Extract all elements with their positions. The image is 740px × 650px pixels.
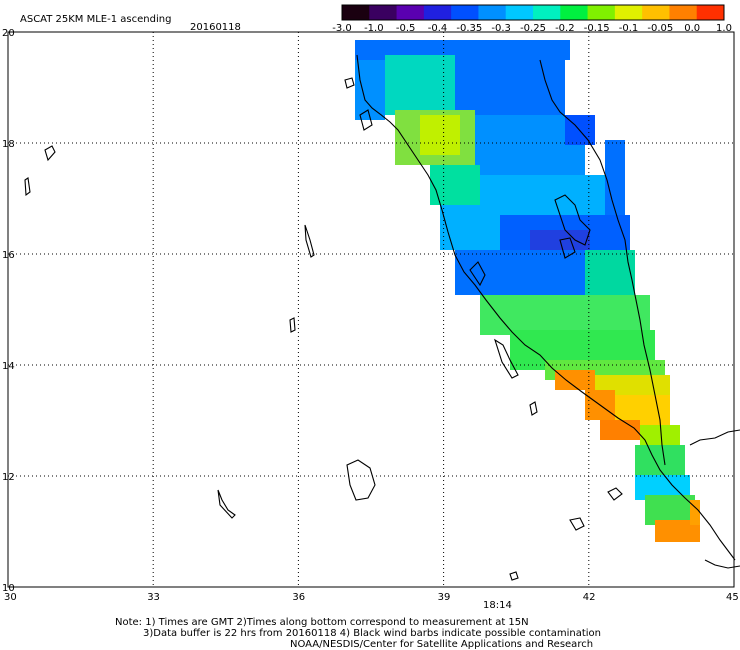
colorbar-swatch [669, 5, 698, 20]
arabian-south-coast [689, 429, 740, 446]
arabian-coastline [539, 59, 666, 466]
y-tick-label: 18 [2, 139, 15, 150]
swath-cell [555, 370, 595, 390]
colorbar-swatch [369, 5, 398, 20]
colorbar-tick-label: -0.5 [396, 23, 416, 34]
colorbar-frame [341, 4, 725, 21]
eastern-african-coastline [356, 54, 736, 561]
coastlines [24, 54, 740, 581]
swath-cell [655, 520, 700, 542]
island-outline [359, 109, 373, 131]
island-outline [494, 338, 519, 379]
island-outline [529, 401, 538, 416]
x-tick-label: 45 [726, 592, 739, 603]
swath-cell [480, 175, 605, 215]
swath-cell [355, 60, 385, 120]
colorbar-swatch [478, 5, 507, 20]
colorbar-swatch [560, 5, 589, 20]
colorbar-swatch [451, 5, 479, 20]
swath-cell [430, 165, 480, 205]
y-tick-label: 12 [2, 472, 15, 483]
x-tick-label: 39 [438, 592, 451, 603]
swath-cell [585, 250, 635, 295]
swath-cell [420, 115, 460, 155]
x-tick-label: 42 [583, 592, 596, 603]
colorbar-tick-label: -0.25 [520, 23, 546, 34]
swath-cell [640, 425, 680, 445]
y-tick-labels: 20 18 16 14 12 10 [2, 28, 15, 594]
colorbar-tick-label: -0.3 [491, 23, 511, 34]
y-tick-label: 10 [2, 583, 15, 594]
y-tick-label: 16 [2, 250, 15, 261]
island-outline [559, 237, 576, 259]
map-title: ASCAT 25KM MLE-1 ascending [20, 14, 171, 25]
lake-outline [44, 145, 56, 162]
swath-cell [440, 205, 500, 250]
note-line-2: 3)Data buffer is 22 hrs from 20160118 4)… [143, 628, 601, 639]
colorbar-swatch [396, 5, 425, 20]
colorbar-swatch [533, 5, 561, 20]
x-tick-labels: 30 33 36 39 42 45 [4, 592, 739, 603]
colorbar-tick-label: -0.35 [456, 23, 482, 34]
island-outline [344, 77, 355, 89]
note-line-1: Note: 1) Times are GMT 2)Times along bot… [115, 617, 529, 628]
colorbar-swatch [505, 5, 534, 20]
swath-cell [600, 420, 640, 440]
ascat-swath [355, 40, 700, 542]
somali-coast [704, 559, 740, 569]
farasan-islands [554, 194, 591, 246]
colorbar-tick-label: -0.4 [428, 23, 448, 34]
lake-outline [304, 224, 315, 258]
map-date: 20160118 [190, 22, 241, 33]
colorbar-tick-label: -0.15 [584, 23, 610, 34]
pass-time-label: 18:14 [483, 600, 512, 611]
colorbar-tick-label: -0.05 [647, 23, 673, 34]
swath-cell [605, 140, 625, 220]
gridlines [8, 32, 734, 587]
colorbar-swatch [342, 5, 370, 20]
swath-cell [690, 500, 700, 525]
colorbar-swatch [587, 5, 616, 20]
island-outline [607, 487, 623, 501]
x-tick-label: 33 [147, 592, 160, 603]
note-line-3: NOAA/NESDIS/Center for Satellite Applica… [290, 639, 593, 650]
colorbar-swatch [642, 5, 670, 20]
plot-frame [7, 31, 735, 588]
x-tick-label: 36 [292, 592, 305, 603]
x-tick-label: 30 [4, 592, 17, 603]
y-tick-label: 14 [2, 361, 15, 372]
colorbar-tick-label: -0.2 [555, 23, 575, 34]
colorbar-tick-label: -0.1 [619, 23, 639, 34]
dahlak-island [469, 261, 486, 287]
y-tick-label: 20 [2, 28, 15, 39]
swath-cell [480, 295, 650, 335]
lake-outline [217, 489, 236, 519]
swath-cell [385, 55, 455, 115]
colorbar-tick-label: -3.0 [332, 23, 352, 34]
lake-outline [24, 177, 31, 197]
colorbar-swatch [423, 5, 452, 20]
colorbar-tick-label: 1.0 [716, 23, 732, 34]
lake-outline [569, 517, 585, 531]
lake-outline [509, 571, 519, 581]
colorbar-tick-label: -1.0 [364, 23, 384, 34]
swath-cell [455, 250, 585, 295]
colorbar: -3.0 -1.0 -0.5 -0.4 -0.35 -0.3 -0.25 -0.2 -0.15-… [332, 4, 732, 34]
lake-tana [346, 459, 376, 501]
lake-outline [289, 317, 296, 333]
swath-cell [455, 55, 565, 115]
colorbar-tick-label: 0.0 [684, 23, 700, 34]
colorbar-swatch [614, 5, 643, 20]
colorbar-swatch [696, 5, 725, 20]
